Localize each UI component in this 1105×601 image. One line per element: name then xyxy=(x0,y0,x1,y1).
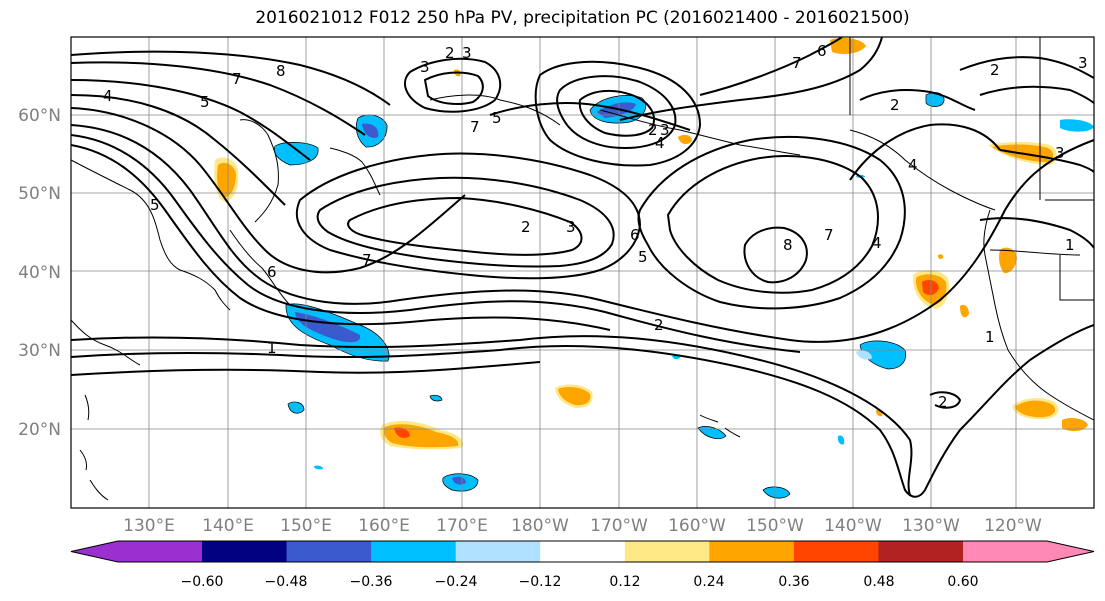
contour-label: 1 xyxy=(1065,236,1075,254)
colorbar-tick-label: −0.36 xyxy=(350,574,393,590)
map-title: 2016021012 F012 250 hPa PV, precipitatio… xyxy=(255,8,910,28)
contour-label: 2 xyxy=(521,218,531,236)
colorbar-tick-label: 0.60 xyxy=(947,574,978,590)
contour-label: 5 xyxy=(492,109,502,127)
contour-label: 3 xyxy=(1055,144,1065,162)
contour-label: 7 xyxy=(792,54,802,72)
lat-label: 50°N xyxy=(18,184,61,204)
lon-label: 170°W xyxy=(590,516,648,536)
colorbar-bin xyxy=(455,541,541,562)
contour-label: 7 xyxy=(470,118,480,136)
contour-label: 5 xyxy=(150,196,160,214)
colorbar-bin xyxy=(878,541,964,562)
contour-label: 6 xyxy=(267,263,277,281)
colorbar-tick-label: 0.48 xyxy=(863,574,894,590)
colorbar-tick-label: −0.12 xyxy=(519,574,562,590)
contour-label: 2 xyxy=(654,316,664,334)
contour-label: 2 xyxy=(990,61,1000,79)
contour-label: 1 xyxy=(267,339,277,357)
colorbar-bin xyxy=(709,541,795,562)
contour-label: 2 xyxy=(648,121,658,139)
colorbar-tick-label: 0.36 xyxy=(778,574,809,590)
contour-label: 4 xyxy=(655,134,665,152)
lon-label: 170°E xyxy=(436,516,488,536)
colorbar-bin xyxy=(963,541,1094,562)
colorbar-bin xyxy=(202,541,288,562)
contour-label: 3 xyxy=(462,44,472,62)
colorbar-bin xyxy=(371,541,457,562)
colorbar-outline xyxy=(70,540,1095,563)
contour-label: 5 xyxy=(638,248,648,266)
contour-label: 2 xyxy=(938,393,948,411)
lon-label: 130°E xyxy=(123,516,175,536)
contour-label: 7 xyxy=(824,226,834,244)
lon-label: 120°W xyxy=(984,516,1042,536)
lon-label: 130°W xyxy=(902,516,960,536)
lon-label: 160°W xyxy=(668,516,726,536)
contour-label: 7 xyxy=(362,251,372,269)
precipitation-anomaly-fills xyxy=(214,38,1094,499)
lon-label: 140°W xyxy=(824,516,882,536)
colorbar: −0.60 −0.48 −0.36 −0.24 −0.12 0.12 0.24 … xyxy=(70,540,1095,590)
contour-label: 3 xyxy=(1078,54,1088,72)
lat-label: 60°N xyxy=(18,106,61,126)
contour-label: 6 xyxy=(817,42,827,60)
colorbar-tick-label: −0.60 xyxy=(181,574,224,590)
contour-label: 3 xyxy=(566,218,576,236)
contour-label: 1 xyxy=(985,328,995,346)
contour-label: 3 xyxy=(660,121,670,139)
contour-label: 2 xyxy=(445,44,455,62)
pv-contours xyxy=(71,37,1094,498)
lat-label: 40°N xyxy=(18,263,61,283)
contour-label: 5 xyxy=(200,93,210,111)
map-frame xyxy=(70,36,1095,509)
colorbar-bin xyxy=(624,541,710,562)
colorbar-tick-label: −0.48 xyxy=(265,574,308,590)
lat-label: 20°N xyxy=(18,420,61,440)
map-gridlines xyxy=(71,37,1094,508)
lon-label: 150°W xyxy=(746,516,804,536)
contour-labels: 4 5 7 8 3 2 3 5 2 3 4 6 7 2 3 5 4 3 2 1 … xyxy=(103,42,1088,411)
contour-label: 2 xyxy=(890,96,900,114)
contour-label: 8 xyxy=(783,236,793,254)
coastlines xyxy=(71,37,1094,501)
contour-label: 4 xyxy=(103,87,113,105)
lon-label: 140°E xyxy=(202,516,254,536)
contour-label: 3 xyxy=(420,58,430,76)
longitude-labels: 130°E 140°E 150°E 160°E 170°E 180°W 170°… xyxy=(123,516,1042,536)
contour-label: 8 xyxy=(276,62,286,80)
colorbar-bin xyxy=(540,541,626,562)
colorbar-bin xyxy=(286,541,372,562)
contour-label: 4 xyxy=(872,234,882,252)
contour-label: 6 xyxy=(630,226,640,244)
colorbar-tick-label: −0.24 xyxy=(435,574,478,590)
colorbar-tick-label: 0.24 xyxy=(693,574,724,590)
lon-label: 160°E xyxy=(358,516,410,536)
colorbar-bin xyxy=(793,541,879,562)
colorbar-tick-labels: −0.60 −0.48 −0.36 −0.24 −0.12 0.12 0.24 … xyxy=(181,574,979,590)
colorbar-bin xyxy=(71,541,202,562)
contour-label: 7 xyxy=(232,70,242,88)
lat-label: 30°N xyxy=(18,341,61,361)
colorbar-tick-label: 0.12 xyxy=(609,574,640,590)
lon-label: 180°W xyxy=(511,516,569,536)
colorbar-bins xyxy=(70,540,1095,563)
latitude-labels: 60°N 50°N 40°N 30°N 20°N xyxy=(18,106,61,440)
lon-label: 150°E xyxy=(280,516,332,536)
contour-label: 4 xyxy=(908,156,918,174)
